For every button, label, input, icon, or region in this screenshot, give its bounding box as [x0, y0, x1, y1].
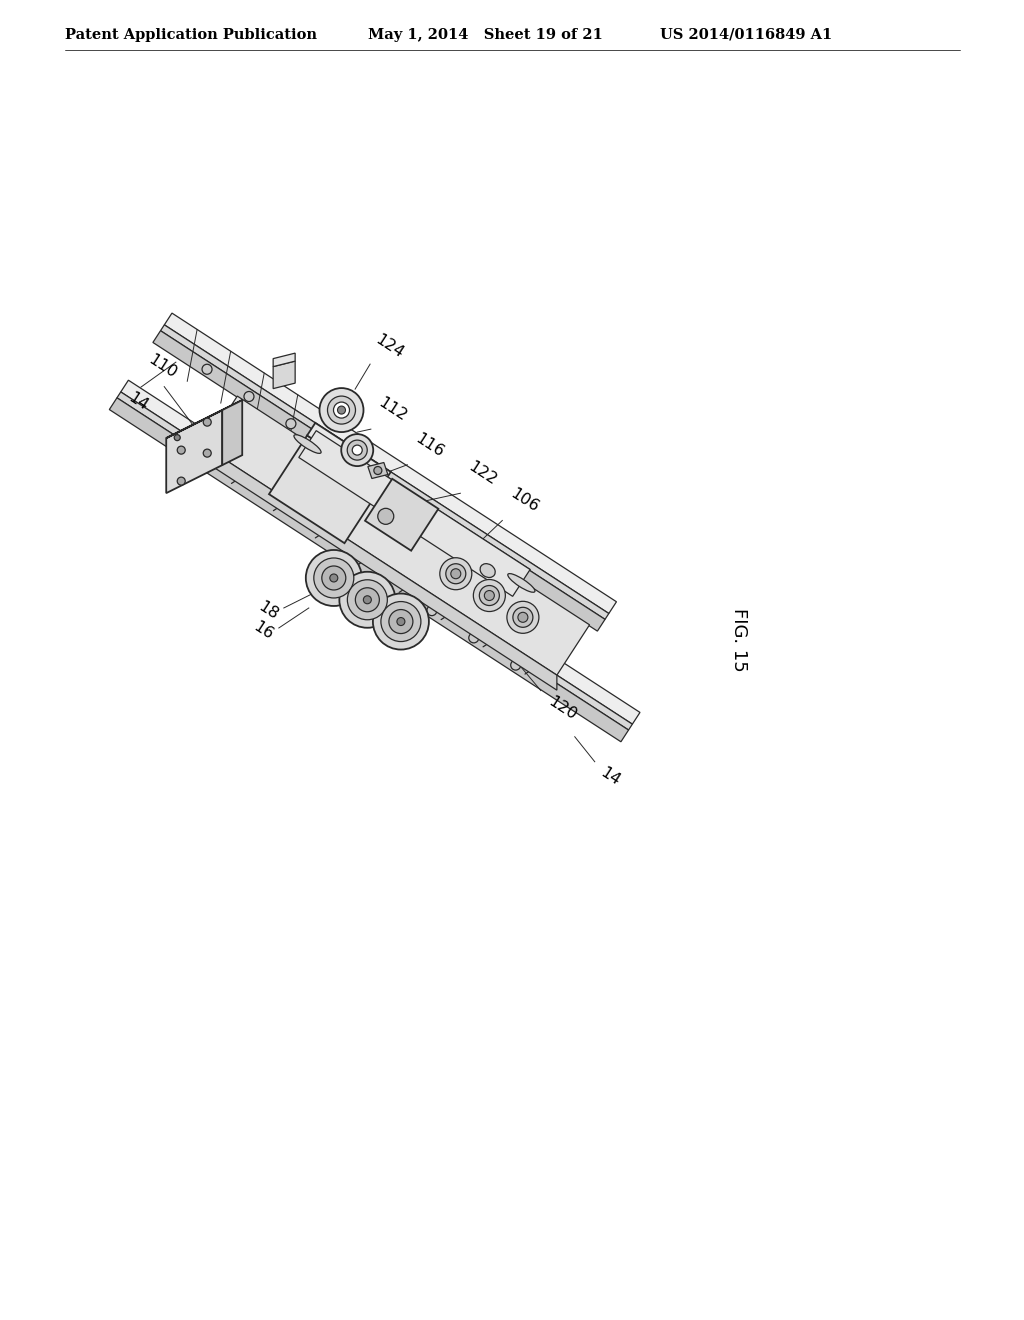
Circle shape — [451, 569, 461, 578]
Circle shape — [473, 579, 506, 611]
Polygon shape — [110, 397, 629, 742]
Ellipse shape — [294, 434, 322, 453]
Circle shape — [355, 587, 379, 611]
Circle shape — [177, 446, 185, 454]
Circle shape — [203, 449, 211, 457]
Polygon shape — [222, 400, 243, 465]
Circle shape — [334, 403, 349, 418]
Text: May 1, 2014   Sheet 19 of 21: May 1, 2014 Sheet 19 of 21 — [368, 28, 603, 42]
Circle shape — [518, 612, 528, 622]
Polygon shape — [121, 380, 640, 725]
Circle shape — [389, 610, 413, 634]
Text: FIG. 15: FIG. 15 — [730, 609, 748, 672]
Circle shape — [374, 466, 382, 474]
Text: 110: 110 — [145, 352, 179, 381]
Circle shape — [286, 418, 296, 429]
Circle shape — [319, 388, 364, 432]
Polygon shape — [205, 396, 590, 675]
Text: 18: 18 — [255, 599, 281, 623]
Polygon shape — [161, 325, 609, 619]
Circle shape — [364, 595, 372, 603]
Text: 14: 14 — [598, 764, 623, 788]
Circle shape — [381, 602, 421, 642]
Circle shape — [445, 564, 466, 583]
Ellipse shape — [483, 566, 493, 576]
Polygon shape — [299, 430, 530, 597]
Circle shape — [469, 632, 479, 643]
Polygon shape — [368, 462, 388, 479]
Circle shape — [397, 618, 404, 626]
Circle shape — [177, 477, 185, 486]
Circle shape — [306, 550, 361, 606]
Circle shape — [479, 586, 500, 606]
Polygon shape — [166, 400, 243, 438]
Polygon shape — [307, 422, 391, 484]
Text: 16: 16 — [251, 619, 275, 643]
Polygon shape — [365, 479, 438, 550]
Text: 112: 112 — [376, 395, 410, 424]
Circle shape — [347, 440, 368, 461]
Polygon shape — [164, 313, 616, 614]
Circle shape — [244, 392, 254, 401]
Circle shape — [513, 607, 532, 627]
Text: 122: 122 — [465, 459, 499, 488]
Circle shape — [313, 558, 354, 598]
Polygon shape — [269, 436, 383, 543]
Polygon shape — [205, 446, 557, 690]
Circle shape — [352, 445, 362, 455]
Circle shape — [339, 572, 395, 628]
Circle shape — [427, 606, 437, 615]
Text: Patent Application Publication: Patent Application Publication — [65, 28, 317, 42]
Circle shape — [507, 602, 539, 634]
Polygon shape — [117, 392, 633, 730]
Circle shape — [330, 574, 338, 582]
Circle shape — [439, 558, 472, 590]
Circle shape — [511, 660, 521, 671]
Text: US 2014/0116849 A1: US 2014/0116849 A1 — [660, 28, 833, 42]
Text: 106: 106 — [507, 486, 541, 516]
Circle shape — [328, 396, 355, 424]
Circle shape — [202, 364, 212, 375]
Circle shape — [338, 407, 345, 414]
Text: 14: 14 — [125, 391, 151, 414]
Polygon shape — [166, 411, 222, 494]
Ellipse shape — [485, 569, 490, 573]
Circle shape — [174, 434, 180, 441]
Circle shape — [347, 579, 387, 620]
Text: 120: 120 — [546, 693, 580, 723]
Polygon shape — [273, 354, 295, 367]
Polygon shape — [273, 362, 295, 388]
Circle shape — [203, 418, 211, 426]
Circle shape — [373, 594, 429, 649]
Circle shape — [484, 590, 495, 601]
Circle shape — [341, 434, 373, 466]
Ellipse shape — [508, 574, 535, 593]
Circle shape — [378, 508, 394, 524]
Ellipse shape — [480, 564, 496, 577]
Text: 116: 116 — [413, 430, 446, 459]
Circle shape — [322, 566, 346, 590]
Text: 124: 124 — [373, 331, 407, 362]
Polygon shape — [153, 331, 605, 631]
